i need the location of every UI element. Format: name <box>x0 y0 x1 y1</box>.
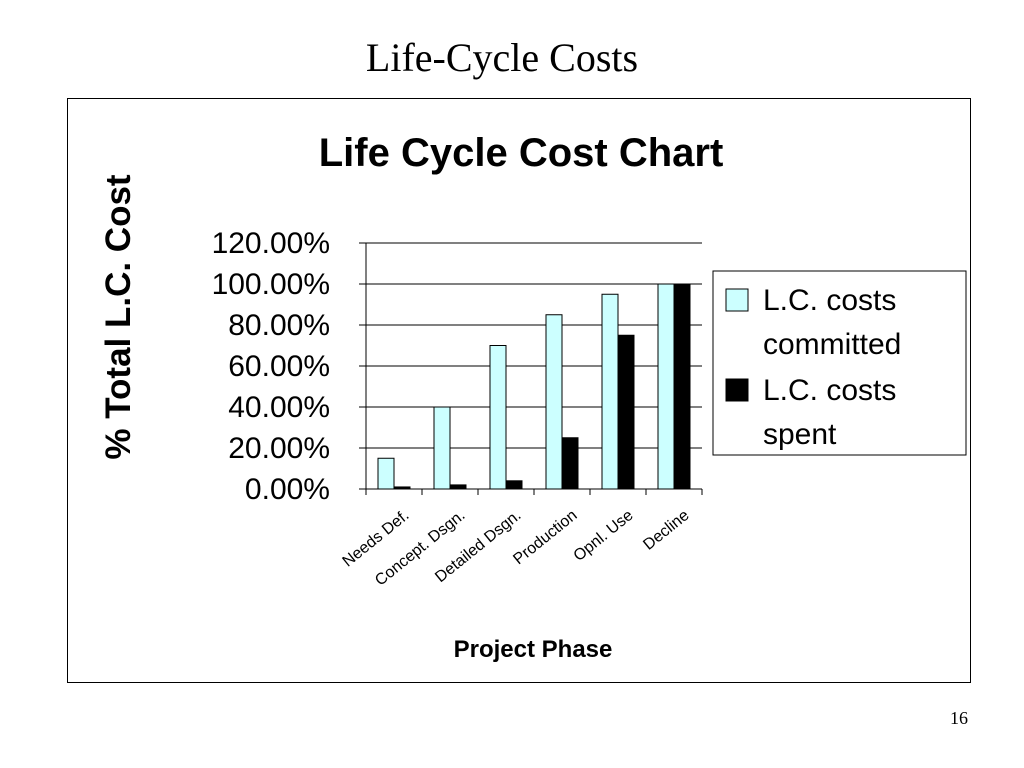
page-number: 16 <box>950 708 968 728</box>
legend-swatch <box>725 378 749 402</box>
y-tick-label: 120.00% <box>212 227 330 260</box>
x-tick-label: Opnl. Use <box>571 507 637 565</box>
x-tick-labels: Needs Def.Concept. Dsgn.Detailed Dsgn.Pr… <box>340 507 693 590</box>
axes <box>359 242 703 495</box>
bar-spent <box>449 484 467 490</box>
bar-committed <box>377 457 395 490</box>
slide-title: Life-Cycle Costs <box>365 35 639 80</box>
y-tick-labels: 0.00% 20.00% 40.00% 60.00% 80.00% 100.00% 120.… <box>212 227 330 506</box>
legend-label: committed <box>763 328 901 361</box>
x-tick-label: Decline <box>640 507 692 554</box>
bar-committed <box>433 406 451 490</box>
bar-spent <box>561 437 579 490</box>
y-tick-label: 60.00% <box>228 350 330 383</box>
legend-label: spent <box>763 418 837 451</box>
bar-spent <box>505 480 523 490</box>
y-tick-label: 20.00% <box>228 432 330 465</box>
bar-committed <box>545 314 563 490</box>
bar-committed <box>657 283 675 490</box>
life-cycle-cost-chart: Life Cycle Cost Chart % Total L.C. Cost … <box>99 131 967 663</box>
bar-spent <box>673 283 691 490</box>
chart-title: Life Cycle Cost Chart <box>319 131 724 175</box>
chart-frame: Life Cycle Cost Chart % Total L.C. Cost … <box>67 98 971 683</box>
bar-committed <box>601 293 619 490</box>
legend-label: L.C. costs <box>763 374 896 407</box>
y-tick-label: 40.00% <box>228 391 330 424</box>
y-tick-label: 80.00% <box>228 309 330 342</box>
legend-swatch <box>725 288 749 312</box>
bar-spent <box>617 334 635 490</box>
y-tick-label: 0.00% <box>245 473 330 506</box>
legend-label: L.C. costs <box>763 284 896 317</box>
bar-committed <box>489 345 507 490</box>
legend-box <box>712 270 967 456</box>
bars <box>377 283 691 490</box>
legend: L.C. costs committed L.C. costs spent <box>712 270 967 456</box>
y-tick-label: 100.00% <box>212 268 330 301</box>
gridlines <box>366 242 702 449</box>
y-axis-label: % Total L.C. Cost <box>99 174 138 460</box>
x-axis-label: Project Phase <box>454 636 613 663</box>
